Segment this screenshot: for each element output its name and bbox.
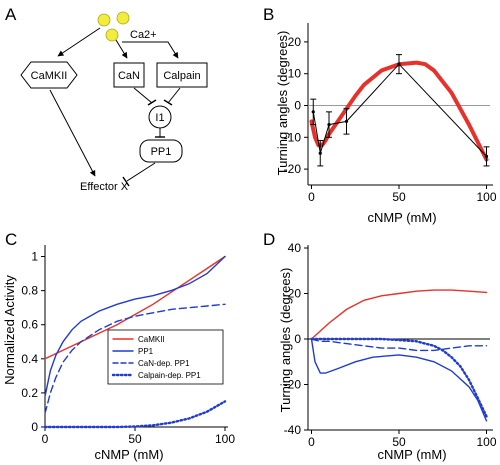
panel-d-series-pp1 [310, 338, 488, 422]
panel-b-data-point [311, 110, 315, 114]
panel-b-data-point [327, 122, 331, 127]
panel-b-y-title: Turning angles (degrees) [275, 31, 290, 176]
inhibit-pp1-to-effector [126, 162, 156, 182]
panel-c-xtick-label: 100 [215, 432, 235, 446]
panel-d-chart: Turning angles (degrees) cNMP (mM) -40 -2… [278, 241, 497, 462]
panel-b-ytick-label: -20 [284, 162, 302, 176]
panel-b-data-point [318, 151, 322, 155]
inhibit-can-to-i1-bar [147, 99, 157, 106]
panel-c-legend-label: PP1 [138, 347, 154, 356]
panel-c-xtick-label: 0 [42, 432, 49, 446]
calpain-label: Calpain [163, 70, 200, 82]
panel-b-ytick-label: 20 [288, 35, 302, 49]
arrow-ca-to-calpain [122, 41, 179, 59]
panel-c-legend-label: Calpain-dep. PP1 [138, 371, 201, 380]
panel-c-legend-label: CaMKII [138, 335, 165, 344]
panel-b-measured-line [312, 63, 487, 157]
panel-d-x-title: cNMP (mM) [377, 447, 446, 462]
pp1-node [139, 139, 183, 163]
calpain-node [156, 62, 208, 88]
panel-c-ytick-label: 1 [31, 250, 38, 264]
panel-b-model-line [309, 60, 489, 162]
panel-d-y-title: Turning angles (degrees) [278, 268, 293, 413]
panel-c-ytick-label: 0.8 [21, 284, 38, 298]
panel-b-ytick-label: 10 [288, 67, 302, 81]
pp1-label: PP1 [151, 146, 172, 158]
panel-c-series-pp1 [44, 255, 226, 397]
can-label: CaN [118, 70, 140, 82]
effector-label: Effector X [80, 181, 129, 193]
panel-d-xtick-label: 50 [392, 435, 406, 449]
inhibit-pp1-to-effector-bar [122, 176, 130, 187]
panel-c-series-camkii [44, 255, 226, 360]
panel-b-xtick-label: 100 [476, 190, 496, 204]
panel-label-a: A [5, 5, 17, 24]
panel-d-series-camkii [310, 289, 488, 340]
panel-c-xtick-label: 50 [128, 432, 142, 446]
panel-c-series-calpain-dep-pp1 [43, 400, 227, 429]
panel-c-ytick-label: 0.4 [21, 352, 38, 366]
inhibit-can-to-i1 [133, 87, 153, 104]
panel-c-ytick-label: 0.2 [21, 386, 38, 400]
i1-label: I1 [155, 112, 164, 124]
panel-label-b: B [263, 5, 274, 24]
panel-c-legend-label: CaN-dep. PP1 [138, 359, 190, 368]
panel-d-series-calpain-dep-pp1 [310, 337, 488, 418]
arrow-camkii-to-effector [49, 89, 96, 177]
can-node [113, 62, 145, 88]
camkii-label: CaMKII [31, 70, 68, 82]
panel-b-ytick-label: -10 [284, 130, 302, 144]
ca-ion-1 [97, 13, 111, 27]
panel-b-xtick-label: 50 [392, 190, 406, 204]
ca-ion-2 [116, 11, 130, 25]
panel-c-ytick-label: 0 [31, 420, 38, 434]
panel-b-data-point [484, 154, 489, 158]
panel-c-x-title: cNMP (mM) [94, 447, 163, 462]
arrow-ca-to-can [115, 39, 128, 59]
panel-c-y-title: Normalized Activity [2, 275, 17, 385]
ca-ion-3 [105, 28, 119, 42]
signaling-diagram: Ca2+ CaMKII CaN Calpain I1 PP1 Effector … [20, 11, 208, 193]
panel-d-ytick-label: -20 [284, 378, 302, 392]
panel-b-data-point [397, 62, 401, 66]
panel-c-chart: Normalized Activity cNMP (mM) 0 0.2 0.4 0.6… [2, 245, 235, 462]
panel-label-c: C [5, 230, 17, 249]
panel-c-ytick-label: 0.6 [21, 318, 38, 332]
panel-c-series-can-dep-pp1 [44, 303, 226, 415]
panel-b-xtick-label: 0 [308, 190, 315, 204]
inhibit-calpain-to-i1-bar [163, 99, 173, 106]
ion-label: Ca2+ [130, 29, 157, 41]
panel-b-data-point [344, 119, 349, 123]
panel-d-xtick-label: 100 [476, 435, 496, 449]
panel-label-d: D [263, 230, 275, 249]
panel-b-chart: Turning angles (degrees) cNMP (mM) -20 -1… [275, 23, 497, 225]
panel-d-xtick-label: 0 [308, 435, 315, 449]
panel-d-ytick-label: 20 [288, 287, 302, 301]
panel-d-ytick-label: 0 [294, 332, 301, 346]
panel-d-series-can-dep-pp1 [310, 338, 488, 352]
panel-d-ytick-label: -40 [284, 423, 302, 437]
panel-b-ytick-label: 0 [294, 99, 301, 113]
inhibit-calpain-to-i1 [167, 87, 181, 104]
camkii-node [20, 61, 78, 89]
panel-d-ytick-label: 40 [288, 241, 302, 255]
arrow-ca-to-camkii [57, 27, 101, 57]
panel-b-x-title: cNMP (mM) [367, 210, 436, 225]
